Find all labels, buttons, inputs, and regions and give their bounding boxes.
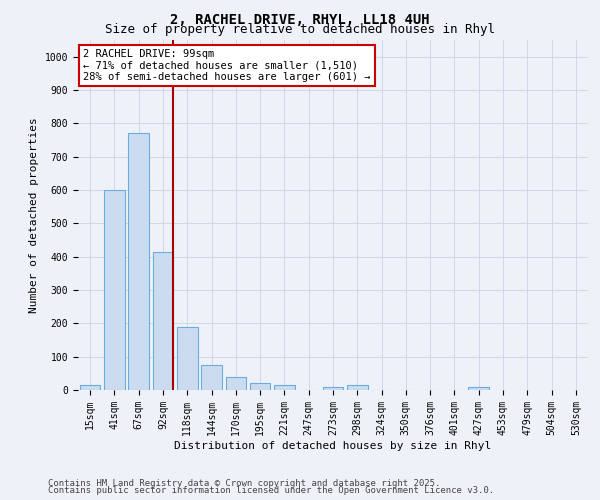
Bar [177, 326, 197, 390]
Bar [323, 386, 343, 390]
Bar [226, 376, 246, 390]
Text: Contains public sector information licensed under the Open Government Licence v3: Contains public sector information licen… [48, 486, 494, 495]
Y-axis label: Number of detached properties: Number of detached properties [29, 117, 39, 313]
Text: 2, RACHEL DRIVE, RHYL, LL18 4UH: 2, RACHEL DRIVE, RHYL, LL18 4UH [170, 12, 430, 26]
Text: 2 RACHEL DRIVE: 99sqm
← 71% of detached houses are smaller (1,510)
28% of semi-d: 2 RACHEL DRIVE: 99sqm ← 71% of detached … [83, 49, 371, 82]
Bar [104, 190, 125, 390]
Bar [128, 134, 149, 390]
Bar [347, 385, 368, 390]
Text: Contains HM Land Registry data © Crown copyright and database right 2025.: Contains HM Land Registry data © Crown c… [48, 478, 440, 488]
Bar [152, 252, 173, 390]
Bar [250, 384, 271, 390]
Bar [80, 385, 100, 390]
Bar [201, 365, 222, 390]
Bar [469, 386, 489, 390]
X-axis label: Distribution of detached houses by size in Rhyl: Distribution of detached houses by size … [175, 440, 491, 450]
Bar [274, 385, 295, 390]
Text: Size of property relative to detached houses in Rhyl: Size of property relative to detached ho… [105, 22, 495, 36]
